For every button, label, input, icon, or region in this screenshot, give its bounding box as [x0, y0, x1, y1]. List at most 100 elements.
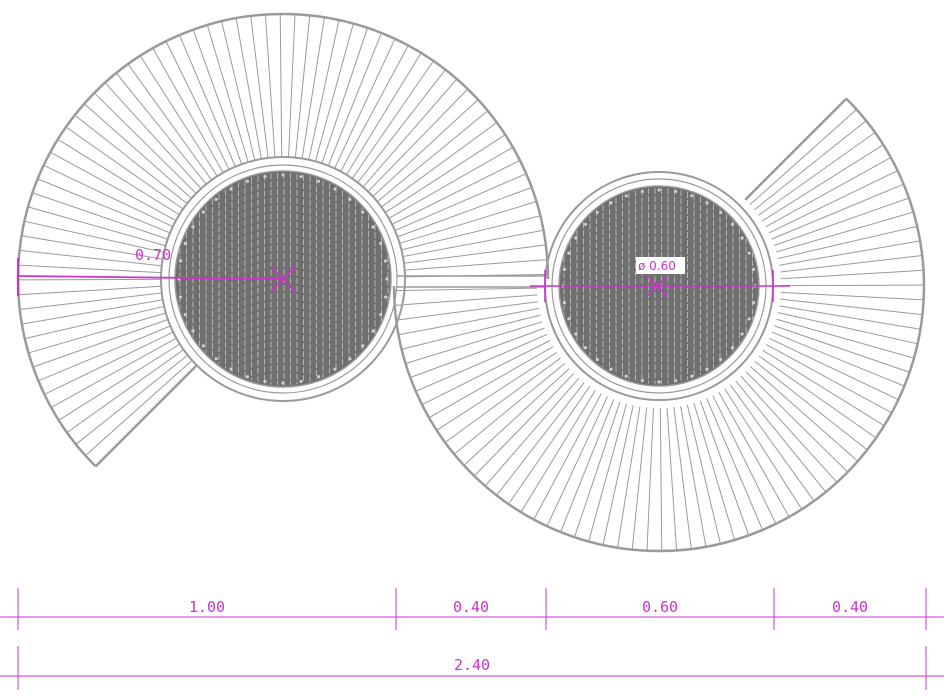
dim-label-3: 0.60 — [642, 598, 678, 616]
stair-tread — [776, 211, 914, 253]
stair-tread — [351, 60, 434, 179]
stair-tread — [66, 349, 184, 433]
diameter-label: ø 0.60 — [638, 259, 676, 273]
stair-tread — [388, 146, 514, 219]
stair-tread — [758, 132, 876, 216]
stair-tread — [463, 368, 570, 466]
stair-tread — [74, 114, 188, 204]
grate-bolt — [609, 201, 613, 205]
stair-tread — [357, 69, 446, 183]
stair-tread — [712, 395, 777, 524]
connecting-landing — [397, 275, 546, 288]
grate-bolt — [609, 367, 613, 371]
grate-bolt — [562, 301, 567, 305]
grate-bolt — [657, 188, 661, 192]
radius-line — [17, 275, 284, 280]
stair-tread — [758, 355, 877, 439]
stair-tread — [693, 402, 736, 541]
stair-tread — [221, 21, 256, 161]
stair-tread — [85, 359, 193, 457]
stair-tread — [617, 406, 641, 548]
grate-bolt — [379, 312, 383, 317]
grate-bolt — [299, 174, 303, 179]
stair-tread — [93, 92, 197, 194]
grate-bolt — [730, 346, 735, 350]
stair-tread — [37, 178, 171, 234]
grate-bolt — [383, 259, 388, 263]
grate-bolt — [229, 367, 233, 371]
stair-tread — [686, 404, 721, 544]
stair-tread — [496, 382, 585, 496]
stair-tread — [533, 393, 602, 520]
right-stair-end-edge — [744, 97, 848, 201]
stair-tread — [780, 291, 924, 301]
stair-tread — [574, 401, 621, 538]
stair-tread — [735, 380, 827, 493]
stair-tread — [43, 164, 174, 228]
stair-tread — [394, 173, 527, 232]
stair-tread — [165, 41, 230, 170]
left-stair-end-edge — [94, 364, 198, 468]
grate-bolt — [740, 236, 744, 240]
stair-tread — [403, 244, 546, 264]
stair-tread — [308, 19, 340, 160]
stair-tread — [410, 327, 545, 378]
left-central-column-ring — [160, 156, 406, 402]
stair-tread — [765, 343, 892, 414]
stair-tread — [50, 337, 177, 408]
grate-bolt — [201, 210, 205, 214]
stair-tread — [773, 197, 910, 246]
stair-tread — [659, 407, 663, 551]
grate-bolt — [316, 375, 321, 379]
stair-tread — [774, 325, 910, 373]
stair-tread — [673, 407, 692, 550]
grate-bolt — [751, 267, 756, 271]
grate-bolt — [690, 374, 694, 378]
stair-tread — [776, 318, 915, 359]
stair-tread — [104, 82, 202, 189]
right-spiral-stair — [392, 97, 926, 553]
grate-bolt — [583, 222, 588, 226]
dim-label-4: 0.40 — [832, 598, 868, 616]
grate-bolt — [333, 187, 337, 191]
grate-bolt — [640, 378, 644, 383]
stair-tread — [152, 47, 224, 173]
center-mark-left-b — [270, 266, 296, 292]
radius-annotation: 0.70 — [17, 246, 296, 296]
stair-tread — [24, 305, 165, 340]
grate-bolt — [705, 201, 709, 205]
stair-tread — [21, 299, 163, 325]
stair-tread — [115, 72, 207, 185]
stair-tread — [19, 249, 162, 267]
grate-bolt — [383, 295, 388, 299]
stair-tread — [724, 388, 803, 510]
grate-bolt — [751, 301, 756, 305]
grate-bolt — [640, 189, 644, 194]
grate-bolt — [740, 332, 744, 336]
stair-tread — [444, 357, 561, 443]
stair-tread — [362, 78, 458, 188]
grate-bolt — [348, 357, 352, 361]
dimension-chain-segments: 1.00 0.40 0.60 0.40 — [0, 588, 944, 630]
stair-tread — [58, 343, 181, 421]
stair-tread — [754, 361, 868, 451]
grate-bolt — [183, 241, 187, 246]
left-stair-treads — [17, 14, 548, 467]
grate-bolt — [674, 189, 678, 194]
stair-tread — [771, 331, 905, 387]
stair-tread — [780, 269, 924, 280]
grate-bolt — [719, 210, 723, 215]
grate-bolt — [229, 187, 233, 191]
stair-tread — [729, 384, 815, 502]
stair-tread — [754, 120, 867, 211]
stair-tread — [18, 285, 162, 296]
stair-tread — [279, 14, 283, 158]
grate-bolt — [178, 295, 183, 299]
stair-tread — [401, 215, 541, 251]
dim-label-2: 0.40 — [453, 598, 489, 616]
stair-tread — [18, 264, 162, 274]
stair-tread — [399, 201, 537, 244]
stair-tread — [314, 23, 354, 162]
stair-tread — [666, 407, 678, 551]
stair-tread — [398, 307, 540, 336]
